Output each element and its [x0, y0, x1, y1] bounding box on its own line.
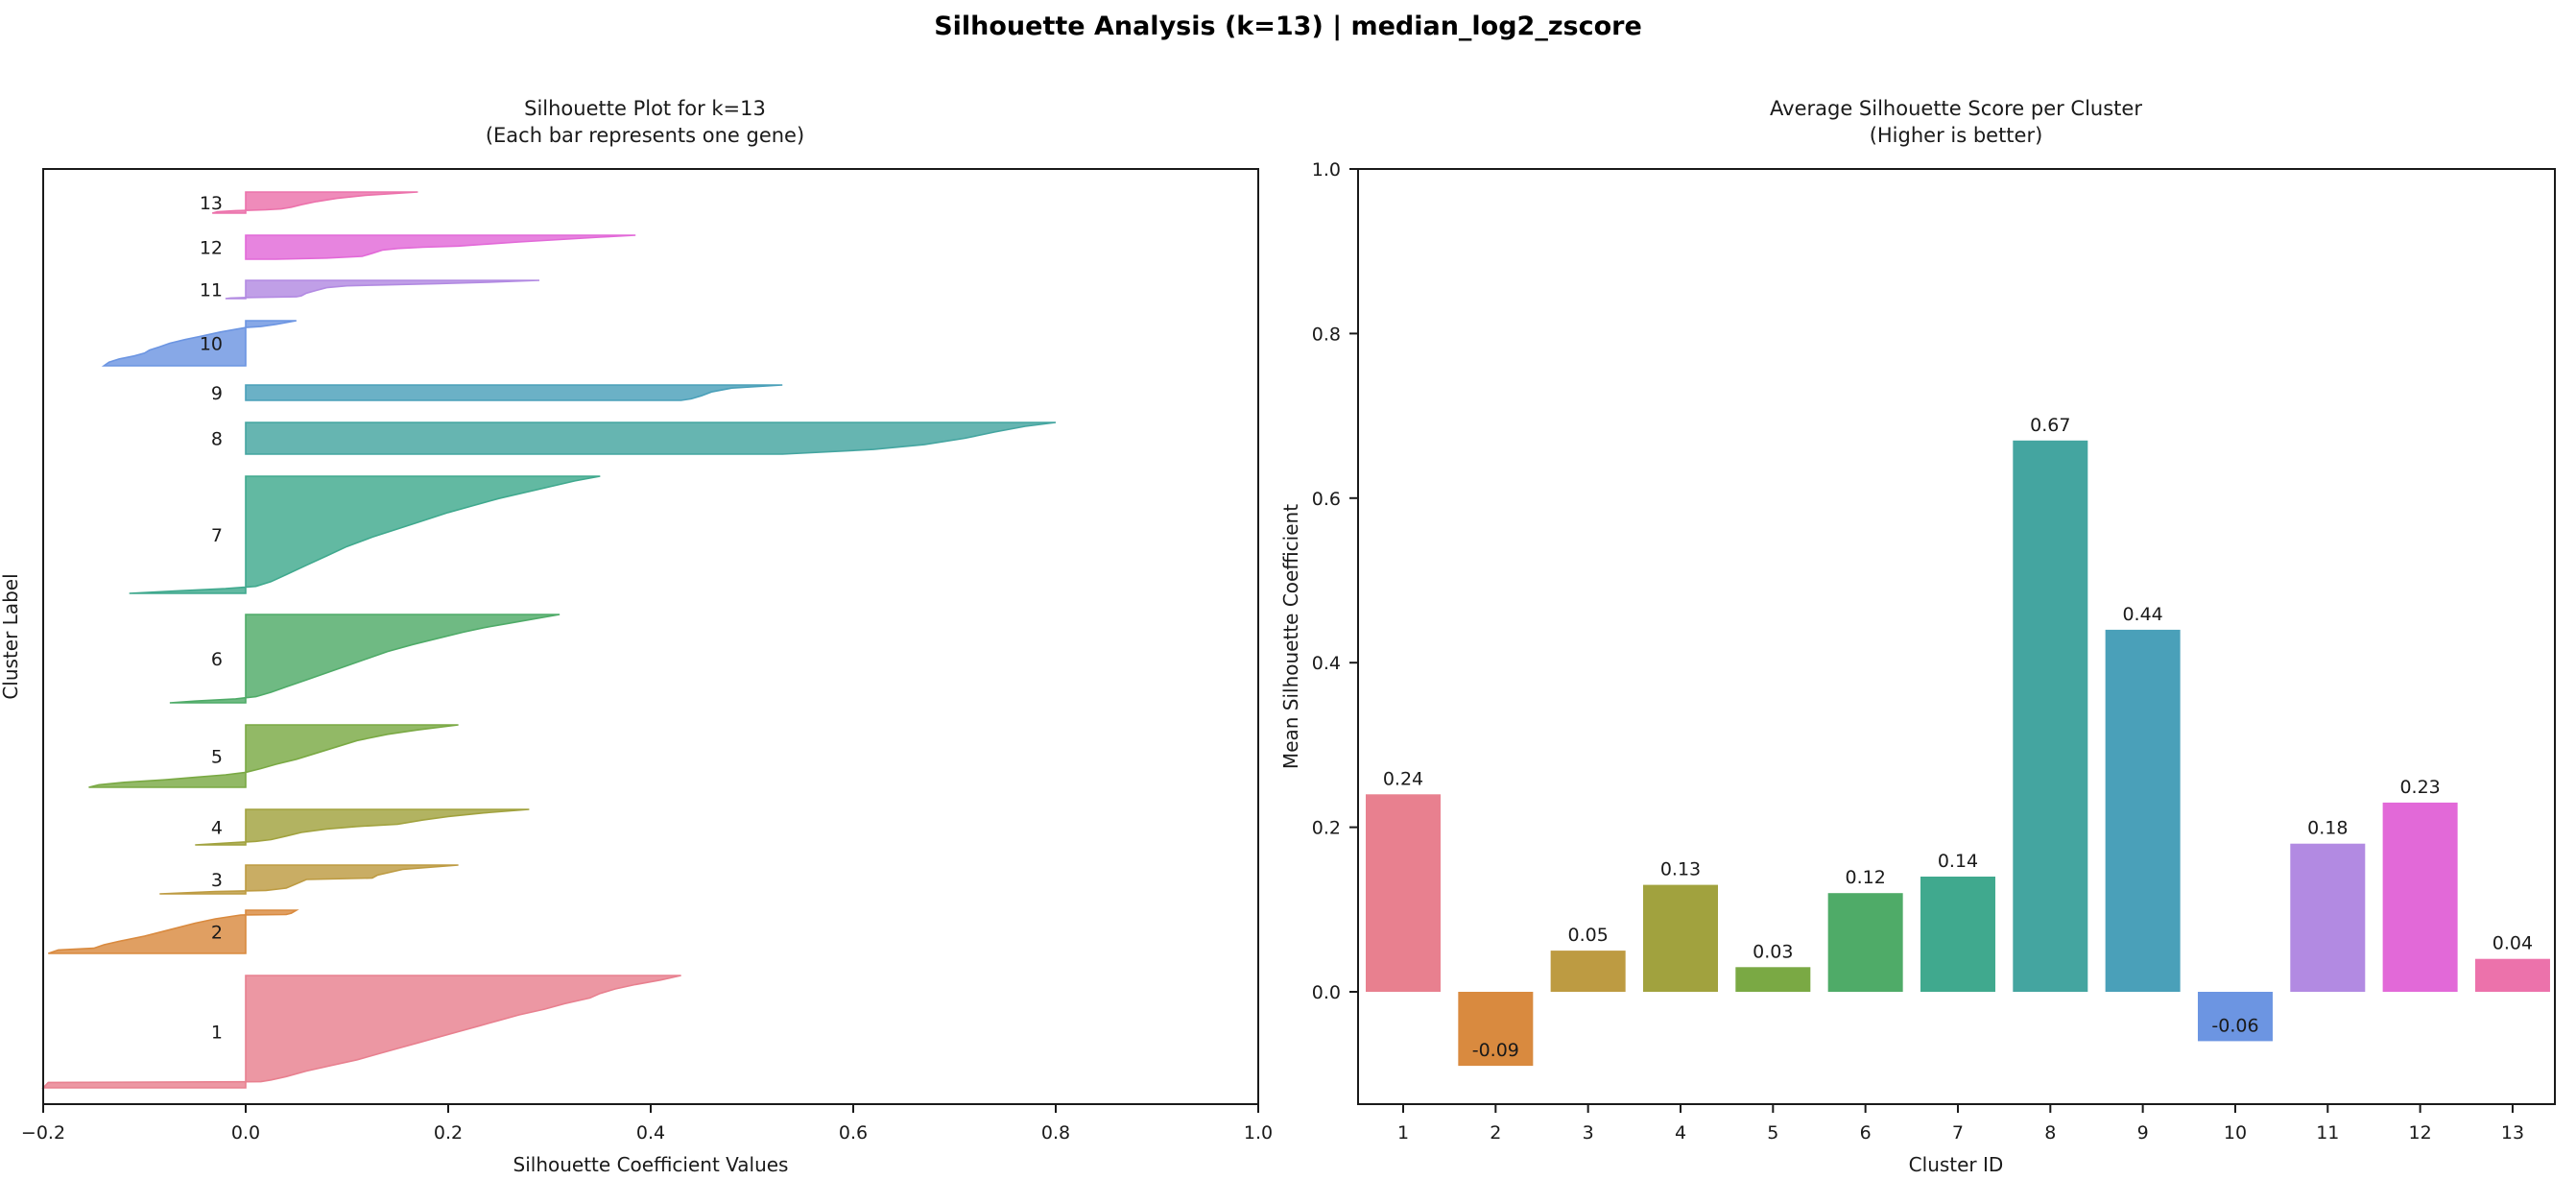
x-tick-label: 11: [2316, 1122, 2339, 1144]
x-tick-label: 0.8: [1041, 1122, 1070, 1144]
x-tick-label: 12: [2409, 1122, 2432, 1144]
mean-score-bar-cluster-6: [1827, 893, 1903, 992]
bar-value-label: 0.14: [1938, 851, 1978, 872]
x-tick-label: 9: [2137, 1122, 2149, 1144]
mean-score-bar-cluster-9: [2105, 629, 2181, 992]
bar-value-label: 0.03: [1753, 941, 1793, 962]
bar-value-label: 0.18: [2307, 818, 2348, 839]
x-tick-label: 0.6: [839, 1122, 868, 1144]
cluster-band-label: 8: [211, 429, 223, 450]
cluster-band-label: 11: [200, 280, 223, 301]
x-tick-label: 13: [2501, 1122, 2524, 1144]
bar-value-label: 0.24: [1383, 768, 1423, 789]
mean-score-bar-cluster-11: [2290, 843, 2366, 992]
silhouette-cluster-band-10: [101, 320, 297, 367]
bar-chart-plot-area: 0.0 0.2 0.4 0.6 0.8 1.0 1 0.24 2 -0.09 3 0.05 4 0.13 5…: [1312, 159, 2550, 1144]
x-tick-label: 6: [1860, 1122, 1872, 1144]
y-tick-label: 0.4: [1312, 653, 1341, 674]
silhouette-cluster-band-12: [245, 234, 636, 260]
cluster-band-label: 1: [211, 1023, 223, 1044]
mean-score-bar-cluster-5: [1735, 967, 1811, 992]
cluster-band-label: 6: [211, 649, 223, 670]
y-tick-label: 1.0: [1312, 159, 1341, 181]
silhouette-plot-title-line1: Silhouette Plot for k=13: [524, 97, 766, 120]
bar-value-label: 0.23: [2399, 777, 2440, 798]
cluster-band-label: 4: [211, 818, 223, 839]
silhouette-cluster-band-11: [225, 279, 540, 300]
bar-chart-border: [1357, 168, 2556, 1105]
cluster-band-label: 12: [200, 238, 223, 259]
x-tick-label: 3: [1583, 1122, 1594, 1144]
mean-score-bar-cluster-13: [2474, 958, 2550, 992]
x-tick-label: 8: [2044, 1122, 2056, 1144]
x-tick-label: 5: [1767, 1122, 1778, 1144]
mean-score-bar-cluster-7: [1920, 877, 1995, 992]
mean-score-bar-cluster-10: [2197, 992, 2273, 1042]
x-tick-label: 1.0: [1244, 1122, 1273, 1144]
cluster-band-label: 7: [211, 525, 223, 546]
bar-value-label: 0.44: [2122, 604, 2162, 625]
x-tick-label: 7: [1952, 1122, 1964, 1144]
figure-title: Silhouette Analysis (k=13) | median_log2…: [934, 12, 1642, 41]
silhouette-cluster-band-8: [245, 421, 1057, 455]
y-tick-label: 0.8: [1312, 324, 1341, 345]
x-tick-label: 10: [2224, 1122, 2247, 1144]
cluster-band-label: 13: [200, 193, 223, 214]
silhouette-cluster-band-4: [195, 808, 530, 846]
cluster-band-label: 2: [211, 923, 223, 944]
silhouette-cluster-band-13: [211, 191, 418, 214]
x-tick-label: 0.2: [434, 1122, 463, 1144]
x-tick-label: −0.2: [21, 1122, 65, 1144]
bar-value-label: 0.67: [2030, 415, 2070, 436]
silhouette-cluster-band-2: [48, 909, 299, 954]
bar-value-label: 0.13: [1660, 859, 1701, 880]
bar-value-label: 0.04: [2493, 933, 2533, 954]
mean-score-bar-cluster-2: [1458, 992, 1534, 1067]
silhouette-xaxis-label: Silhouette Coefficient Values: [513, 1153, 789, 1176]
x-tick-label: 1: [1397, 1122, 1409, 1144]
cluster-band-label: 9: [211, 383, 223, 404]
y-tick-label: 0.0: [1312, 982, 1341, 1003]
avg-score-bar-chart: Average Silhouette Score per Cluster (Hi…: [1279, 97, 2556, 1176]
x-tick-label: 0.0: [231, 1122, 260, 1144]
silhouette-yaxis-label: Cluster Label: [0, 573, 22, 699]
bar-chart-title-line2: (Higher is better): [1870, 124, 2043, 147]
silhouette-cluster-band-7: [129, 475, 601, 594]
cluster-band-label: 10: [200, 334, 223, 355]
bar-value-label: -0.09: [1472, 1040, 1519, 1061]
x-tick-label: 2: [1490, 1122, 1501, 1144]
silhouette-cluster-band-1: [41, 975, 681, 1089]
bar-value-label: 0.12: [1845, 867, 1885, 888]
silhouette-plot-title-line2: (Each bar represents one gene): [486, 124, 804, 147]
bar-chart-title-line1: Average Silhouette Score per Cluster: [1770, 97, 2142, 120]
x-tick-label: 4: [1675, 1122, 1686, 1144]
bar-chart-xaxis-label: Cluster ID: [1909, 1153, 2004, 1176]
silhouette-cluster-band-3: [159, 864, 459, 895]
silhouette-plot-border: [42, 168, 1259, 1105]
bar-value-label: 0.05: [1568, 925, 1609, 946]
silhouette-cluster-band-5: [88, 724, 459, 788]
mean-score-bar-cluster-8: [2013, 440, 2088, 992]
mean-score-bar-cluster-12: [2382, 802, 2458, 992]
y-tick-label: 0.2: [1312, 818, 1341, 839]
cluster-band-label: 3: [211, 870, 223, 891]
x-tick-label: 0.4: [636, 1122, 665, 1144]
silhouette-cluster-band-9: [245, 384, 783, 401]
mean-score-bar-cluster-1: [1366, 794, 1441, 992]
bar-value-label: -0.06: [2211, 1015, 2258, 1036]
silhouette-cluster-band-6: [169, 614, 561, 704]
mean-score-bar-cluster-4: [1642, 884, 1718, 992]
bar-chart-yaxis-label: Mean Silhouette Coefficient: [1279, 504, 1302, 769]
cluster-band-label: 5: [211, 747, 223, 768]
silhouette-plot: Silhouette Plot for k=13 (Each bar repre…: [0, 97, 1273, 1176]
mean-score-bar-cluster-3: [1550, 951, 1626, 992]
y-tick-label: 0.6: [1312, 489, 1341, 510]
